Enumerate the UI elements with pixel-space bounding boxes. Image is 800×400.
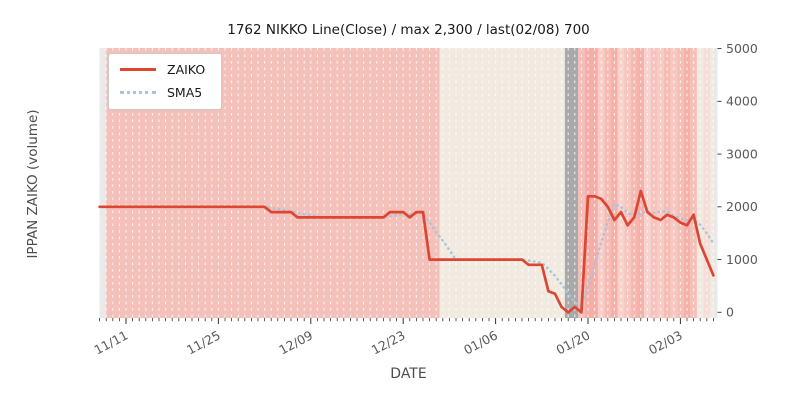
day-band [611, 48, 618, 318]
legend-item-zaiko: ZAIKO [120, 63, 205, 77]
day-band [644, 48, 651, 318]
x-tick-label: 12/09 [276, 327, 315, 357]
day-band [657, 48, 664, 318]
x-axis-label: DATE [390, 366, 427, 382]
y-tick-label: 4000 [726, 94, 758, 109]
day-band [604, 48, 612, 318]
day-band [710, 48, 714, 318]
day-band [683, 48, 691, 318]
x-tick-label: 01/20 [554, 327, 593, 357]
day-band [690, 48, 697, 318]
x-tick-label: 11/11 [92, 327, 131, 357]
day-band [564, 48, 579, 318]
y-tick-labels: 0 1000 2000 3000 4000 5000 [726, 41, 758, 320]
x-tick-label: 02/03 [646, 327, 685, 357]
day-band [624, 48, 631, 318]
zaiko-line-swatch [120, 68, 156, 72]
y-tick-label: 1000 [726, 252, 758, 267]
day-band [578, 48, 585, 318]
x-tick-label: 12/23 [369, 327, 408, 357]
day-band [663, 48, 671, 318]
day-band [597, 48, 605, 318]
day-band [703, 48, 711, 318]
y-axis-label: IPPAN ZAIKO (volume) [25, 109, 41, 259]
legend-item-sma5: SMA5 [120, 84, 205, 100]
day-band [670, 48, 678, 318]
x-tick-label: 01/06 [461, 327, 500, 357]
legend-label-zaiko: ZAIKO [167, 62, 206, 77]
zaiko-line [98, 189, 715, 314]
chart-title: 1762 NIKKO Line(Close) / max 2,300 / las… [227, 22, 590, 38]
legend-label-sma5: SMA5 [167, 84, 203, 100]
day-band [650, 48, 658, 318]
day-band [637, 48, 645, 318]
x-tick-label: 11/25 [184, 327, 223, 357]
day-band [617, 48, 625, 318]
y-tick-label: 3000 [726, 146, 758, 161]
x-tick-labels: 11/11 11/25 12/09 12/23 01/06 01/20 02/03 [92, 327, 685, 357]
day-band [630, 48, 638, 318]
y-tick-label: 5000 [726, 41, 758, 56]
y-ticks [717, 48, 722, 313]
day-band [696, 48, 704, 318]
sma5-line-swatch [120, 91, 156, 95]
legend: ZAIKO SMA5 [108, 53, 223, 110]
day-band [677, 48, 684, 318]
y-tick-label: 0 [726, 305, 734, 320]
y-tick-label: 2000 [726, 199, 758, 214]
x-ticks [99, 318, 714, 324]
